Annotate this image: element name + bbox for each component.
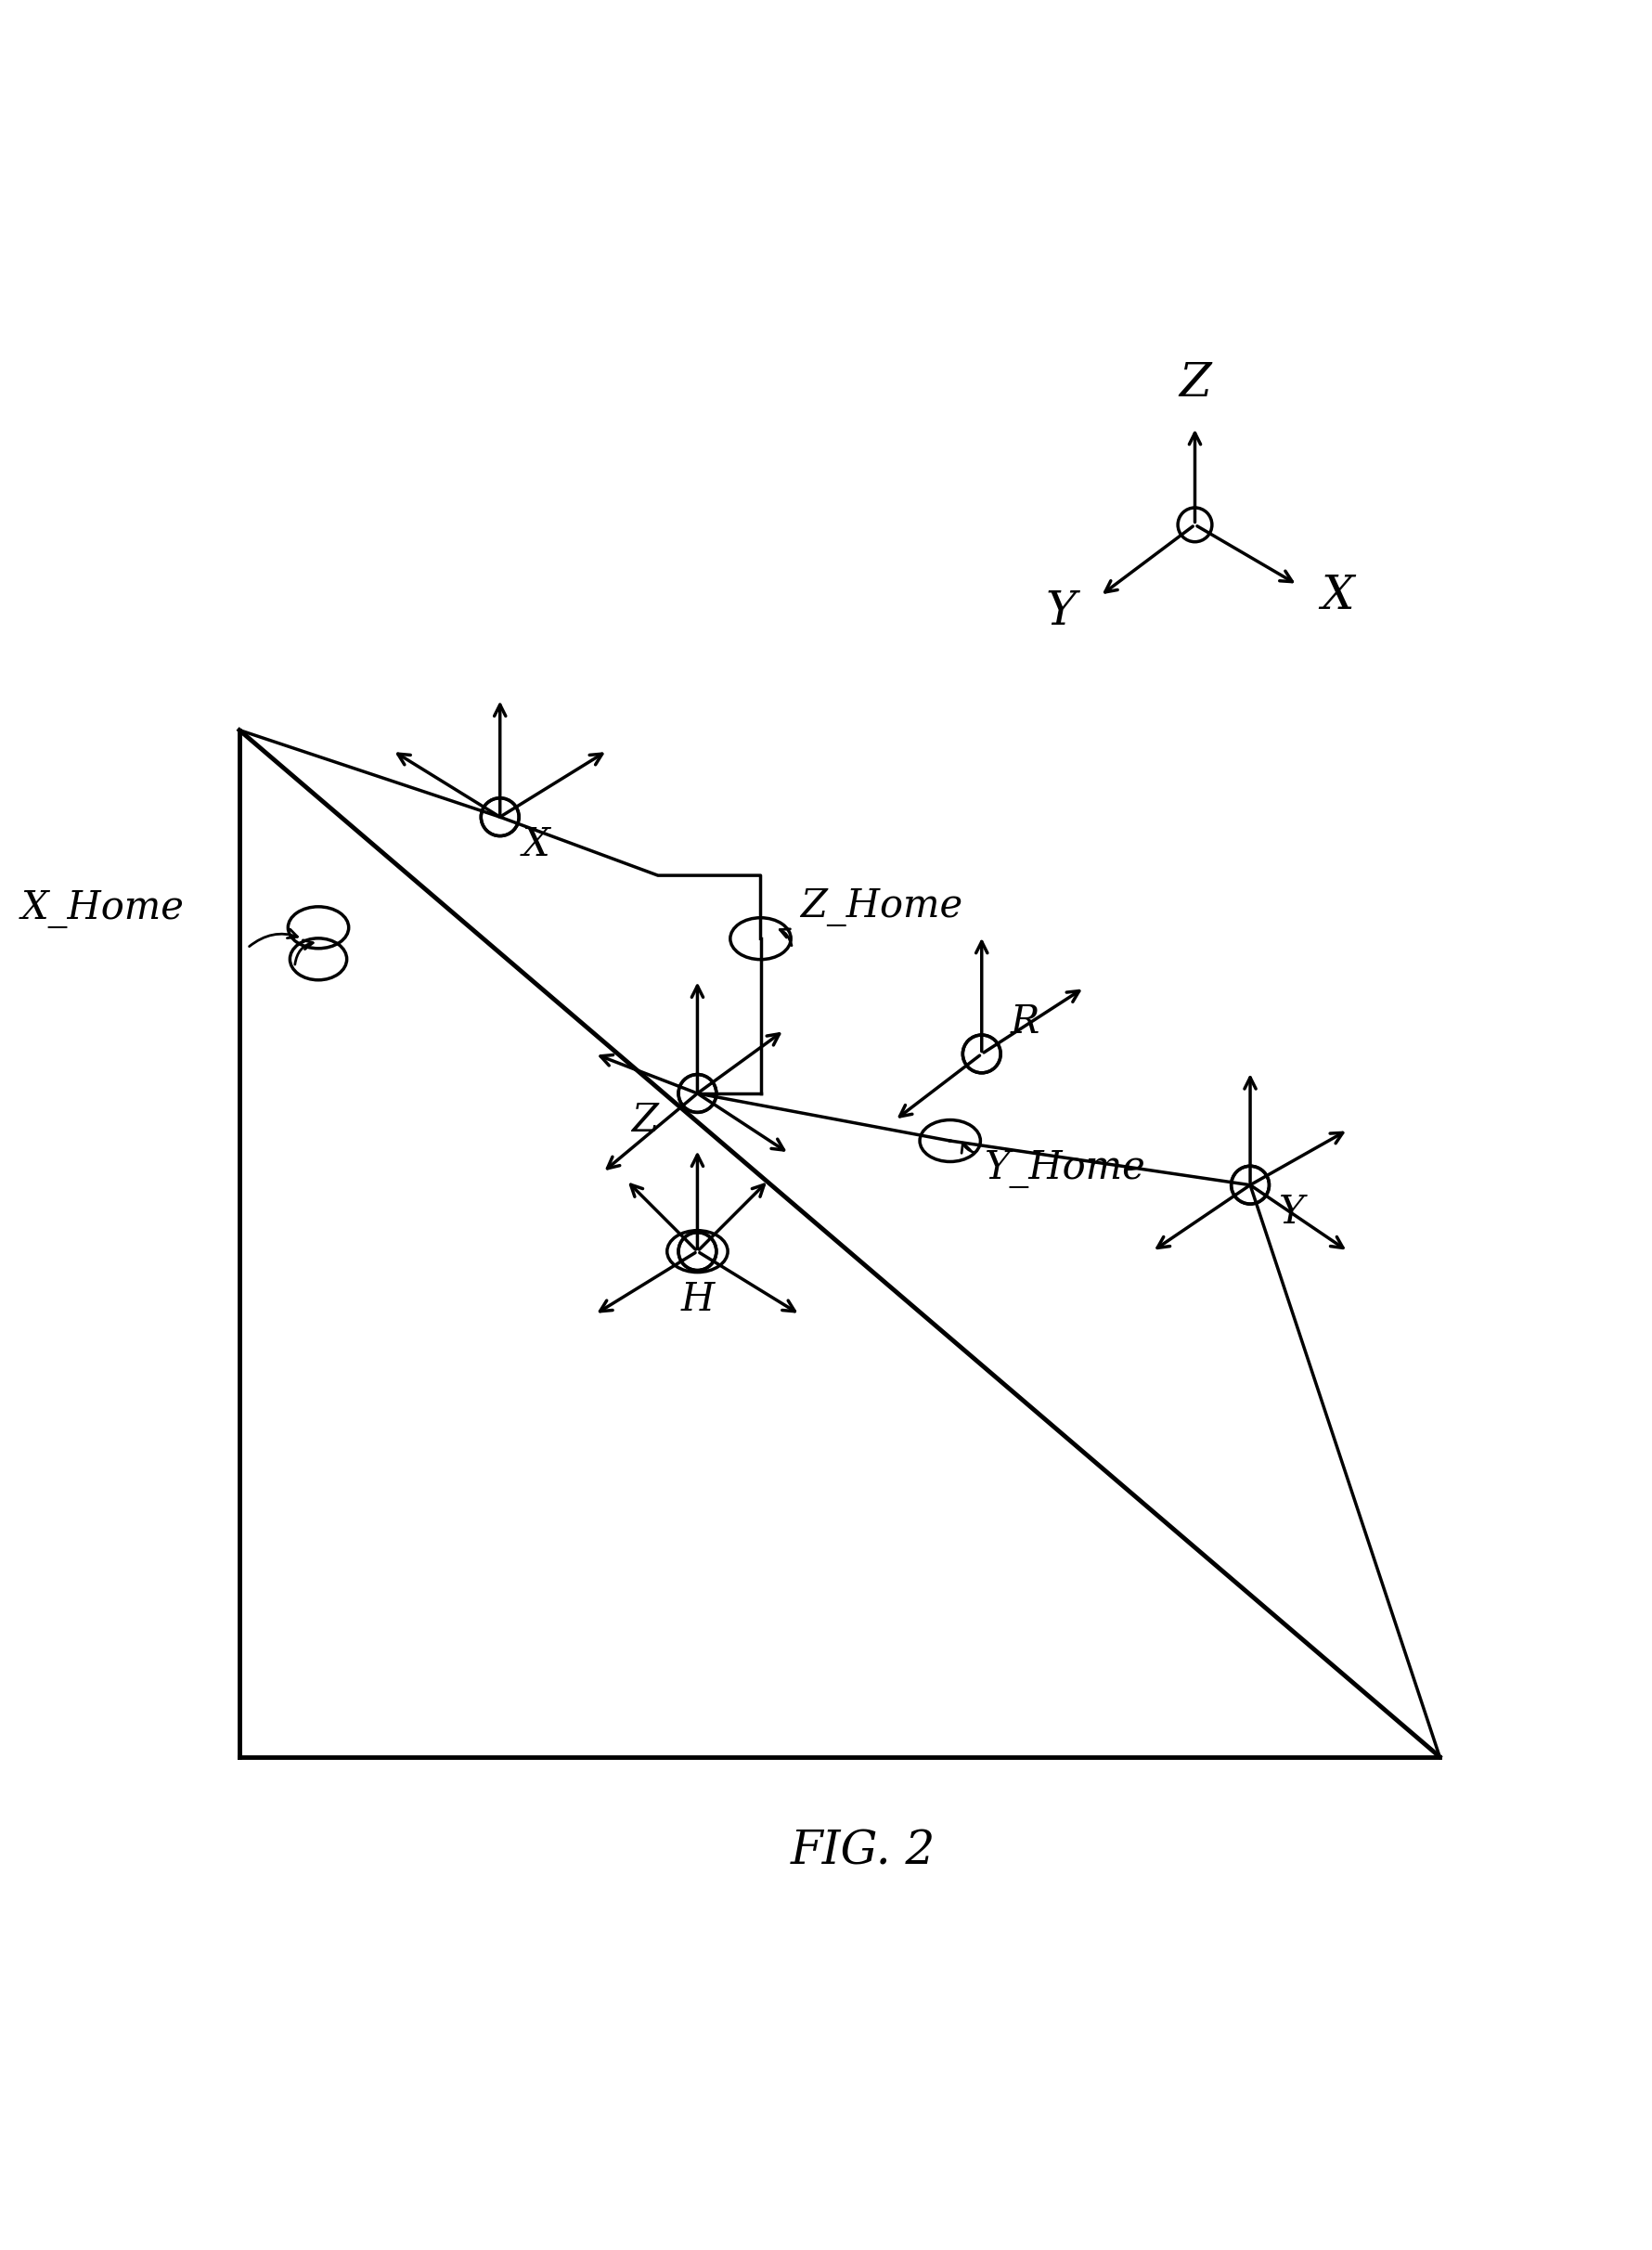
Text: X_Home: X_Home xyxy=(21,889,183,927)
Text: H: H xyxy=(681,1280,714,1318)
Text: Z: Z xyxy=(1178,360,1211,407)
Text: Z: Z xyxy=(631,1100,657,1141)
Text: R: R xyxy=(1009,1001,1039,1042)
Text: Y: Y xyxy=(1046,590,1075,634)
Text: Y_Home: Y_Home xyxy=(985,1150,1145,1188)
Text: X: X xyxy=(1320,574,1353,619)
Text: Y: Y xyxy=(1279,1192,1303,1233)
Text: X: X xyxy=(522,826,548,864)
Text: Z_Home: Z_Home xyxy=(800,887,961,927)
Text: FIG. 2: FIG. 2 xyxy=(790,1829,935,1874)
